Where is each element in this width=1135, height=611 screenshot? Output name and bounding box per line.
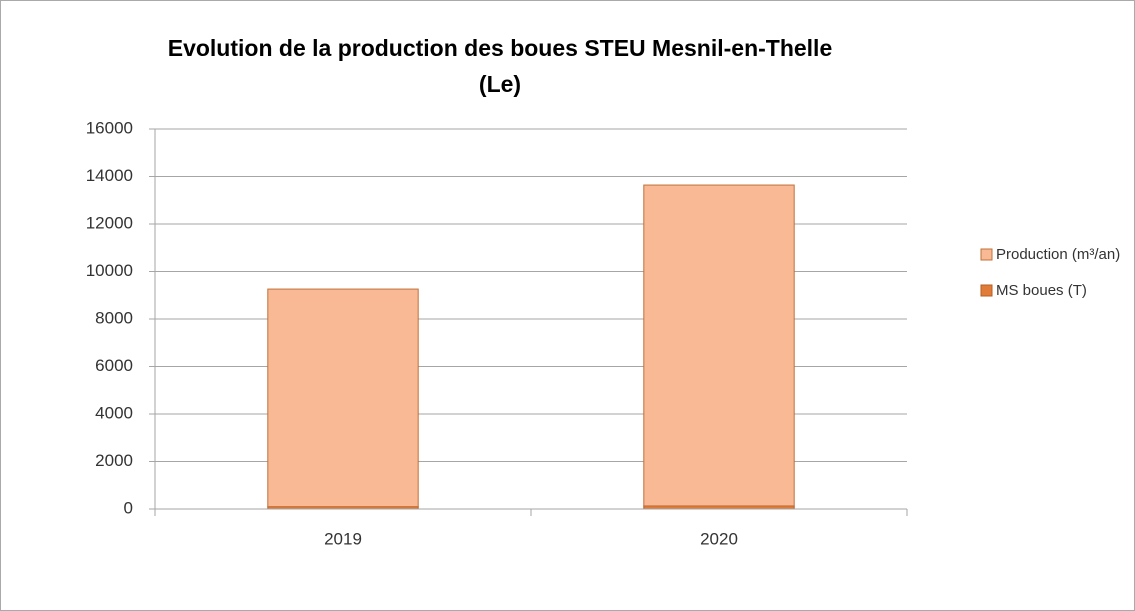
y-tick-label: 10000	[86, 261, 133, 280]
y-tick-label: 6000	[95, 356, 133, 375]
legend-label: Production (m³/an)	[996, 246, 1120, 263]
bar-segment	[267, 288, 419, 508]
y-tick-label: 12000	[86, 213, 133, 232]
y-tick-label: 14000	[86, 166, 133, 185]
legend-swatch	[980, 248, 993, 261]
legend-swatch	[980, 284, 993, 297]
y-tick-label: 16000	[86, 118, 133, 137]
chart-title: Evolution de la production des boues STE…	[167, 35, 833, 97]
x-tick-label: 2020	[700, 529, 738, 548]
x-tick-label: 2019	[324, 529, 362, 548]
legend-label: MS boues (T)	[996, 282, 1087, 299]
bar-segment	[643, 184, 795, 507]
y-tick-label: 2000	[95, 451, 133, 470]
y-tick-label: 8000	[95, 308, 133, 327]
y-tick-label: 4000	[95, 403, 133, 422]
y-tick-label: 0	[124, 498, 133, 517]
